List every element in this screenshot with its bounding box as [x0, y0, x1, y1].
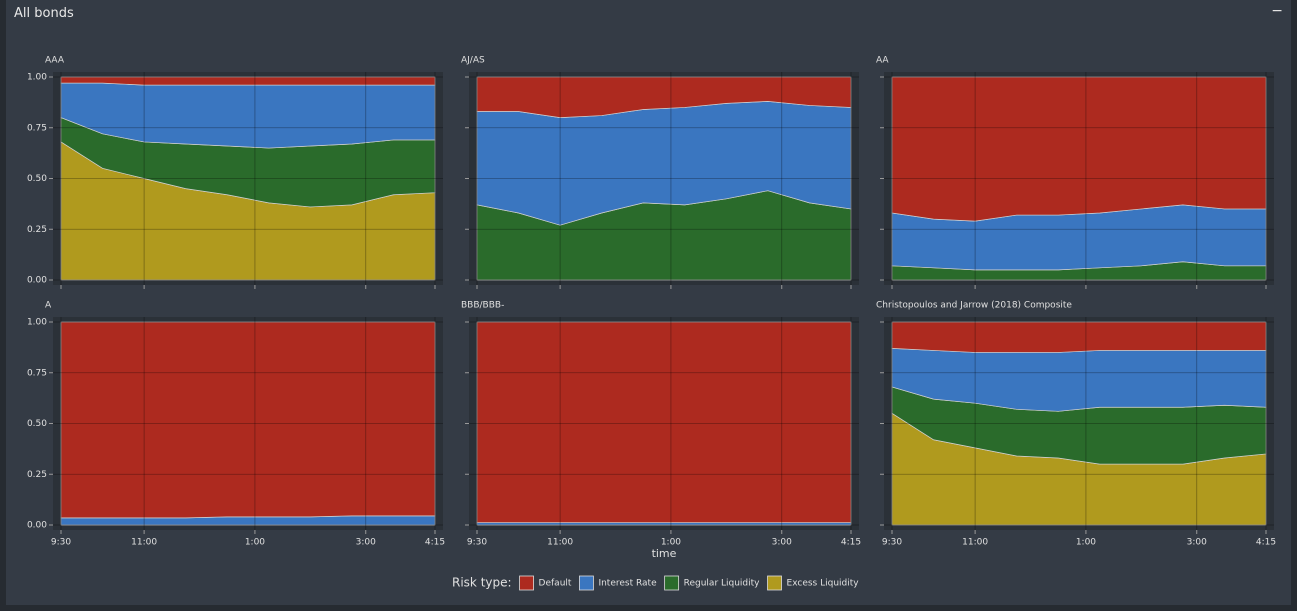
area: [891, 76, 1267, 222]
legend-title: Risk type:: [452, 576, 512, 590]
y-tick-label: 0.00: [27, 521, 47, 531]
header: All bonds −: [6, 0, 1291, 26]
header-title: All bonds: [14, 6, 74, 21]
window: All bonds − time AAA 0.00 0.25 0.50 0.75 1.00…: [6, 0, 1291, 605]
x-tick-label: 3:00: [356, 538, 376, 548]
panel-title: AAA: [45, 56, 65, 66]
x-tick-label: 1:00: [1076, 538, 1096, 548]
area: [60, 76, 436, 86]
y-tick-label: 0.25: [27, 470, 47, 480]
panel-title: Christopoulos and Jarrow (2018) Composit…: [876, 301, 1072, 311]
x-tick-label: 3:00: [772, 538, 792, 548]
legend-label: Default: [539, 579, 572, 589]
x-tick-label: 1:00: [245, 538, 265, 548]
panel-title: AJ/AS: [461, 56, 485, 66]
x-tick-label: 3:00: [1187, 538, 1207, 548]
panel-title: AA: [876, 56, 889, 66]
x-tick-label: 4:15: [841, 538, 861, 548]
x-tick-label: 11:00: [131, 538, 157, 548]
legend-label: Regular Liquidity: [684, 579, 761, 589]
x-axis-label: time: [652, 547, 677, 560]
y-tick-label: 1.00: [27, 318, 47, 328]
x-tick-label: 4:15: [1256, 538, 1276, 548]
x-tick-label: 4:15: [425, 538, 445, 548]
x-tick-label: 1:00: [661, 538, 681, 548]
x-tick-label: 9:30: [882, 538, 902, 548]
panel-title: BBB/BBB-: [461, 301, 504, 311]
x-tick-label: 9:30: [467, 538, 487, 548]
legend-swatch: [664, 575, 680, 591]
area: [891, 321, 1267, 353]
minimize-button[interactable]: −: [1271, 3, 1283, 19]
y-tick-label: 0.75: [27, 368, 47, 378]
y-tick-label: 1.00: [27, 73, 47, 83]
y-tick-label: 0.25: [27, 225, 47, 235]
panel-title: A: [45, 301, 52, 311]
area: [476, 321, 852, 523]
x-tick-label: 11:00: [547, 538, 573, 548]
y-tick-label: 0.50: [27, 174, 47, 184]
area: [476, 76, 852, 118]
y-tick-label: 0.75: [27, 123, 47, 133]
legend-label: Excess Liquidity: [787, 579, 860, 589]
legend-swatch: [579, 575, 594, 591]
legend-label: Interest Rate: [598, 579, 657, 589]
legend-swatch: [519, 575, 534, 591]
y-tick-label: 0.00: [27, 276, 47, 286]
y-tick-label: 0.50: [27, 419, 47, 429]
area: [60, 321, 436, 519]
x-tick-label: 11:00: [962, 538, 988, 548]
x-tick-label: 9:30: [51, 538, 71, 548]
legend-swatch: [767, 575, 782, 591]
